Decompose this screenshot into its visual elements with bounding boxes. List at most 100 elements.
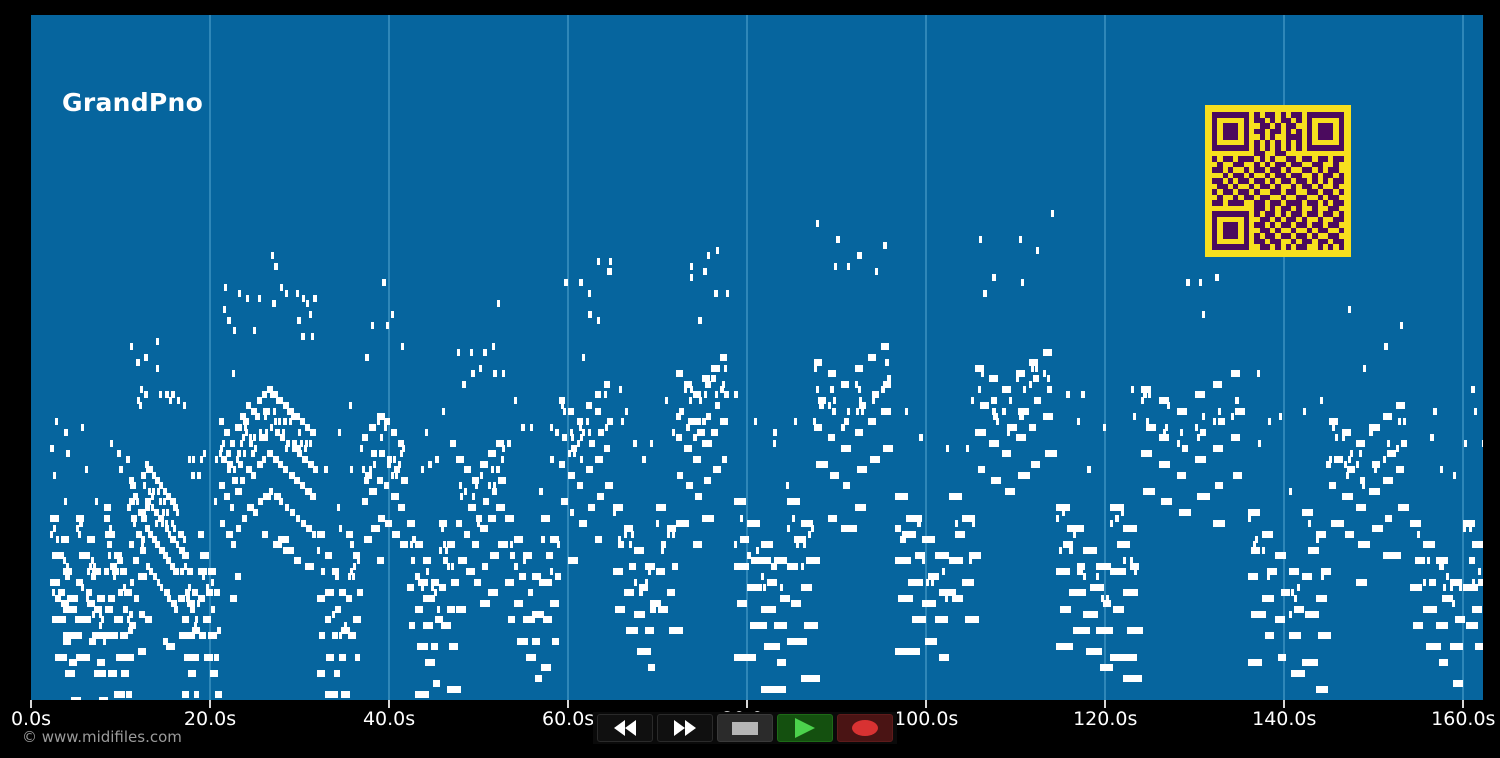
- midi-note: [223, 305, 227, 313]
- midi-note: [660, 541, 667, 549]
- midi-note: [1064, 541, 1068, 549]
- midi-note: [1384, 514, 1392, 522]
- midi-note: [451, 578, 460, 586]
- midi-note: [1423, 541, 1435, 549]
- qr-module: [1307, 123, 1313, 129]
- midi-note: [163, 589, 170, 597]
- midi-note: [265, 434, 269, 442]
- midi-note: [145, 562, 150, 570]
- gridline: [1283, 15, 1286, 700]
- midi-note: [1459, 584, 1463, 592]
- midi-note: [1449, 578, 1462, 586]
- midi-note: [1059, 605, 1072, 613]
- midi-note: [500, 477, 506, 485]
- midi-note: [242, 418, 246, 426]
- qr-code[interactable]: [1205, 105, 1351, 257]
- midi-note: [938, 589, 942, 597]
- midi-note: [509, 552, 516, 559]
- midi-note: [534, 610, 538, 618]
- midi-note: [123, 605, 129, 613]
- stop-button[interactable]: [717, 714, 773, 742]
- midi-note: [197, 471, 201, 479]
- midi-note: [248, 434, 252, 442]
- midi-note: [1344, 530, 1355, 538]
- rewind-button[interactable]: [597, 714, 653, 742]
- qr-module: [1338, 145, 1344, 151]
- qr-module: [1243, 123, 1249, 129]
- midi-note: [258, 295, 262, 303]
- qr-module: [1243, 211, 1249, 217]
- midi-note: [608, 418, 612, 426]
- midi-note: [1346, 466, 1355, 474]
- midi-note: [720, 386, 724, 394]
- midi-note: [1441, 562, 1445, 570]
- midi-note: [152, 573, 158, 581]
- midi-note: [650, 605, 654, 613]
- midi-note: [199, 455, 203, 463]
- record-button[interactable]: [837, 714, 893, 742]
- midi-note: [1123, 557, 1127, 565]
- midi-note: [1320, 396, 1324, 404]
- midi-note: [1469, 525, 1473, 533]
- midi-note: [1051, 209, 1055, 217]
- midi-note: [770, 562, 775, 570]
- midi-note: [363, 535, 372, 543]
- midi-note: [270, 423, 274, 431]
- midi-note: [1358, 450, 1362, 458]
- midi-note: [830, 386, 834, 394]
- midi-note: [458, 557, 467, 565]
- qr-module: [1259, 167, 1265, 173]
- qr-module: [1212, 123, 1218, 129]
- midi-note: [179, 546, 183, 554]
- midi-note: [872, 396, 876, 404]
- midi-note: [338, 632, 343, 640]
- midi-note: [268, 487, 273, 495]
- midi-note: [765, 557, 769, 565]
- axis-tick: [1462, 700, 1465, 708]
- qr-module: [1296, 161, 1302, 168]
- midi-note: [308, 439, 312, 447]
- midi-note: [582, 354, 586, 361]
- qr-module: [1212, 145, 1218, 151]
- axis-tick-label: 20.0s: [183, 708, 237, 730]
- midi-note: [423, 594, 427, 602]
- midi-note: [990, 396, 994, 404]
- qr-module: [1212, 178, 1218, 184]
- midi-note: [227, 466, 232, 474]
- qr-module: [1312, 178, 1318, 184]
- midi-note: [1076, 568, 1080, 576]
- midi-note: [264, 412, 268, 420]
- qr-module: [1217, 200, 1223, 206]
- forward-button[interactable]: [657, 714, 713, 742]
- midi-note: [787, 498, 800, 506]
- play-button[interactable]: [777, 714, 833, 742]
- midi-note: [101, 616, 105, 624]
- midi-note: [280, 284, 284, 292]
- midi-note: [693, 455, 701, 463]
- midi-note: [114, 691, 126, 699]
- midi-note: [993, 412, 999, 420]
- midi-note: [311, 332, 315, 340]
- midi-note: [660, 546, 664, 554]
- midi-note: [129, 610, 133, 618]
- midi-note: [1145, 423, 1156, 431]
- midi-note: [129, 578, 135, 586]
- qr-module: [1270, 238, 1276, 245]
- midi-note: [488, 450, 496, 458]
- qr-module: [1296, 233, 1302, 239]
- midi-note: [554, 573, 561, 581]
- qr-module: [1285, 200, 1292, 206]
- qr-module: [1285, 167, 1292, 173]
- midi-note: [696, 391, 700, 399]
- midi-note: [569, 428, 573, 436]
- midi-note: [103, 637, 107, 645]
- midi-note: [261, 530, 269, 538]
- midi-note: [1400, 439, 1404, 447]
- midi-note: [1030, 364, 1034, 372]
- midi-note: [666, 530, 670, 538]
- midi-note: [534, 675, 542, 683]
- midi-note: [158, 514, 162, 522]
- midi-note: [154, 509, 158, 517]
- qr-module: [1233, 222, 1239, 228]
- qr-module: [1238, 189, 1244, 195]
